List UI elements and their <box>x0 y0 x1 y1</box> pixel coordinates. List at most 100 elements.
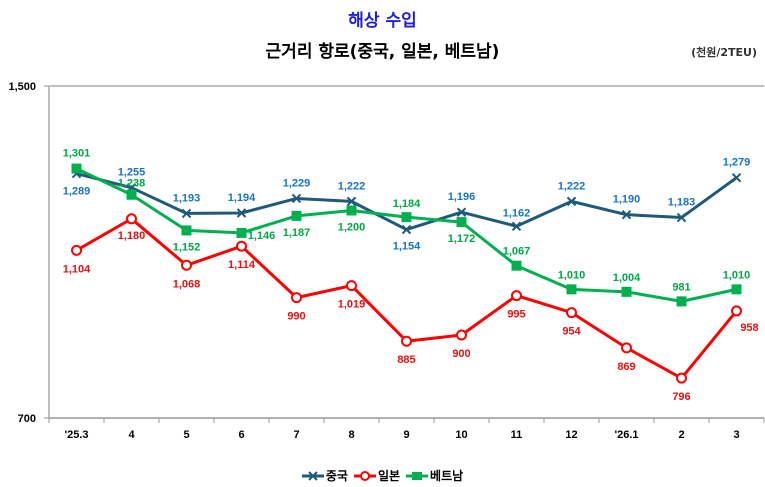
data-label: 900 <box>452 348 470 360</box>
data-point <box>181 225 192 236</box>
unit-label: (천원/2TEU) <box>691 46 757 59</box>
data-label: 1,196 <box>448 191 476 203</box>
data-label: 1,154 <box>393 241 421 253</box>
data-label: 1,004 <box>613 272 641 284</box>
data-point <box>456 207 467 217</box>
data-point <box>401 335 412 347</box>
x-tick-label: 2 <box>678 429 684 441</box>
data-point <box>346 205 357 216</box>
data-point <box>236 227 247 238</box>
data-point <box>731 305 742 317</box>
data-label: 990 <box>287 311 305 323</box>
data-point <box>676 296 687 307</box>
data-point <box>401 212 412 223</box>
legend-label: 베트남 <box>430 469 464 483</box>
y-tick-label: 1,500 <box>8 81 36 93</box>
y-tick-label: 700 <box>18 413 36 425</box>
x-tick-label: 12 <box>565 429 577 441</box>
data-point <box>236 240 247 252</box>
data-label: 1,010 <box>558 269 586 281</box>
data-point <box>456 217 467 228</box>
data-point <box>346 196 357 207</box>
data-point <box>291 193 302 204</box>
data-point <box>71 163 82 174</box>
data-label: 1,152 <box>173 241 201 253</box>
x-tick-label: 6 <box>238 429 244 441</box>
data-label: 995 <box>507 309 525 321</box>
data-label: 1,019 <box>338 299 366 311</box>
data-label: 1,187 <box>283 227 311 239</box>
data-label: 1,229 <box>283 177 311 189</box>
data-point <box>566 284 577 295</box>
data-point <box>621 209 632 220</box>
data-point <box>511 260 522 271</box>
data-label: 1,162 <box>503 207 531 219</box>
x-tick-label: 10 <box>455 429 467 441</box>
data-label: 1,279 <box>723 157 751 169</box>
data-label: 1,184 <box>393 198 421 210</box>
x-tick-label: 11 <box>511 429 523 441</box>
data-point <box>401 224 412 235</box>
data-label: 1,067 <box>503 246 531 258</box>
data-label: 796 <box>672 391 690 403</box>
legend-item: 중국 <box>301 467 348 484</box>
data-point <box>621 342 632 354</box>
legend-marker-icon <box>353 470 376 481</box>
data-label: 954 <box>562 326 581 338</box>
x-tick-label: 5 <box>183 429 189 441</box>
data-point <box>291 210 302 221</box>
x-tick-label: 7 <box>293 429 299 441</box>
data-point <box>621 286 632 297</box>
data-point <box>731 284 742 295</box>
chart-title: 해상 수입 <box>348 11 417 31</box>
data-label: 1,010 <box>723 269 751 281</box>
legend-marker-icon <box>301 470 324 481</box>
data-point <box>566 196 577 207</box>
data-label: 1,114 <box>228 259 256 271</box>
data-label: 1,180 <box>118 230 146 242</box>
x-tick-label: '25.3 <box>64 429 88 441</box>
legend: 중국 일본 베트남 <box>0 467 765 484</box>
data-point <box>566 307 577 319</box>
data-label: 1,193 <box>173 192 201 204</box>
data-label: 1,068 <box>173 278 201 290</box>
data-label: 1,289 <box>63 186 91 198</box>
legend-marker-icon <box>406 471 429 480</box>
data-label: 1,200 <box>338 222 366 234</box>
legend-label: 중국 <box>325 469 348 483</box>
x-tick-label: 9 <box>403 429 409 441</box>
data-point <box>126 189 137 200</box>
data-label: 1,104 <box>63 263 91 275</box>
data-label: 1,190 <box>613 194 641 206</box>
data-label: 1,222 <box>558 180 586 192</box>
data-label: 1,172 <box>448 233 476 245</box>
data-label: 981 <box>672 281 690 293</box>
data-point <box>291 292 302 304</box>
data-label: 1,301 <box>63 148 91 160</box>
data-point <box>181 259 192 271</box>
data-label: 1,146 <box>248 230 276 242</box>
legend-item: 베트남 <box>406 467 463 484</box>
data-point <box>676 212 687 223</box>
data-point <box>511 221 522 231</box>
x-tick-label: 8 <box>348 429 354 441</box>
data-label: 1,255 <box>118 167 146 179</box>
x-tick-label: 4 <box>128 429 135 441</box>
x-tick-label: '26.1 <box>614 429 638 441</box>
x-tick-label: 3 <box>733 429 739 441</box>
legend-label: 일본 <box>377 469 401 483</box>
data-label: 1,222 <box>338 180 366 192</box>
data-point <box>346 280 357 292</box>
data-point <box>71 244 82 256</box>
data-label: 1,238 <box>118 178 146 190</box>
chart-subtitle: 근거리 항로(중국, 일본, 베트남) <box>265 42 500 62</box>
data-point <box>456 329 467 341</box>
legend-item: 일본 <box>353 467 401 484</box>
data-label: 958 <box>740 322 758 334</box>
data-point <box>236 208 247 218</box>
data-label: 1,194 <box>228 192 256 204</box>
data-point <box>181 208 192 219</box>
data-label: 885 <box>397 354 415 366</box>
data-point <box>676 372 687 384</box>
